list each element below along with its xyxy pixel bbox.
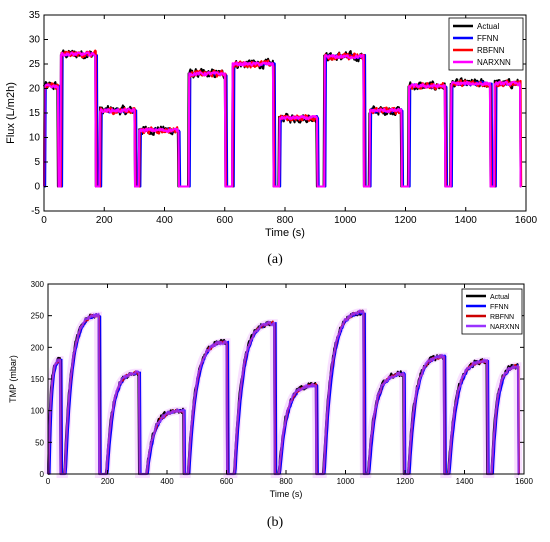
tmp-y-axis-label: TMP (mbar) — [8, 355, 18, 403]
legend-label-rbfnn: RBFNN — [477, 46, 505, 55]
y-tick-label: 35 — [29, 10, 41, 21]
legend-label-actual: Actual — [490, 294, 510, 301]
y-tick-label: 0 — [34, 182, 40, 193]
y-tick-label: 200 — [31, 343, 45, 352]
x-tick-label: 800 — [279, 477, 293, 486]
x-tick-label: 1400 — [455, 215, 478, 226]
flux-panel-caption: (a) — [267, 252, 283, 267]
y-tick-label: 10 — [29, 133, 41, 144]
flux-x-axis-label: Time (s) — [265, 227, 305, 239]
y-tick-label: 5 — [34, 157, 40, 168]
legend-label-rbfnn: RBFNN — [490, 314, 514, 321]
legend-label-ffnn: FFNN — [490, 304, 509, 311]
y-tick-label: 50 — [35, 438, 44, 447]
flux-chart-panel: 0 200 400 600 800 1000 1200 1400 1600-5051015202… — [5, 10, 538, 267]
legend-label-actual: Actual — [477, 22, 499, 31]
x-tick-label: 200 — [101, 477, 115, 486]
legend-label-ffnn: FFNN — [477, 34, 499, 43]
tmp-chart-panel: 0 200 400 600 800 1000 1200 1400 1600 0 50 100 150 20… — [8, 280, 533, 530]
y-tick-label: 25 — [29, 59, 41, 70]
y-tick-label: 150 — [31, 375, 45, 384]
y-tick-label: 100 — [31, 407, 45, 416]
x-tick-label: 1600 — [515, 477, 533, 486]
y-tick-label: 300 — [31, 280, 45, 289]
legend-label-narxnn: NARXNN — [490, 324, 520, 331]
y-tick-label: 15 — [29, 108, 41, 119]
y-tick-label: 250 — [31, 312, 45, 321]
legend-label-narxnn: NARXNN — [477, 58, 511, 67]
series-line-narxnn — [43, 51, 522, 188]
flux-legend: Actual FFNN RBFNN NARXNN — [448, 17, 524, 71]
tmp-legend: Actual FFNN RBFNN NARXNN — [461, 288, 523, 335]
x-tick-label: 400 — [156, 215, 173, 226]
x-tick-label: 0 — [46, 477, 51, 486]
x-tick-label: 200 — [96, 215, 113, 226]
y-tick-label: -5 — [31, 206, 40, 217]
series-line-narxnn — [46, 309, 520, 476]
x-tick-label: 1000 — [337, 477, 355, 486]
x-tick-label: 1200 — [394, 215, 417, 226]
tmp-x-axis-label: Time (s) — [270, 489, 303, 499]
y-tick-label: 30 — [29, 35, 41, 46]
x-tick-label: 400 — [160, 477, 174, 486]
y-tick-label: 0 — [40, 470, 45, 479]
x-tick-label: 1200 — [396, 477, 414, 486]
x-tick-label: 1400 — [456, 477, 474, 486]
x-tick-label: 0 — [41, 215, 47, 226]
y-tick-label: 20 — [29, 84, 41, 95]
x-tick-label: 1600 — [515, 215, 538, 226]
flux-y-axis-label: Flux (L/m2h) — [5, 82, 17, 144]
tmp-panel-caption: (b) — [267, 515, 284, 530]
x-tick-label: 600 — [216, 215, 233, 226]
x-tick-label: 800 — [277, 215, 294, 226]
x-tick-label: 600 — [220, 477, 234, 486]
x-tick-label: 1000 — [334, 215, 357, 226]
